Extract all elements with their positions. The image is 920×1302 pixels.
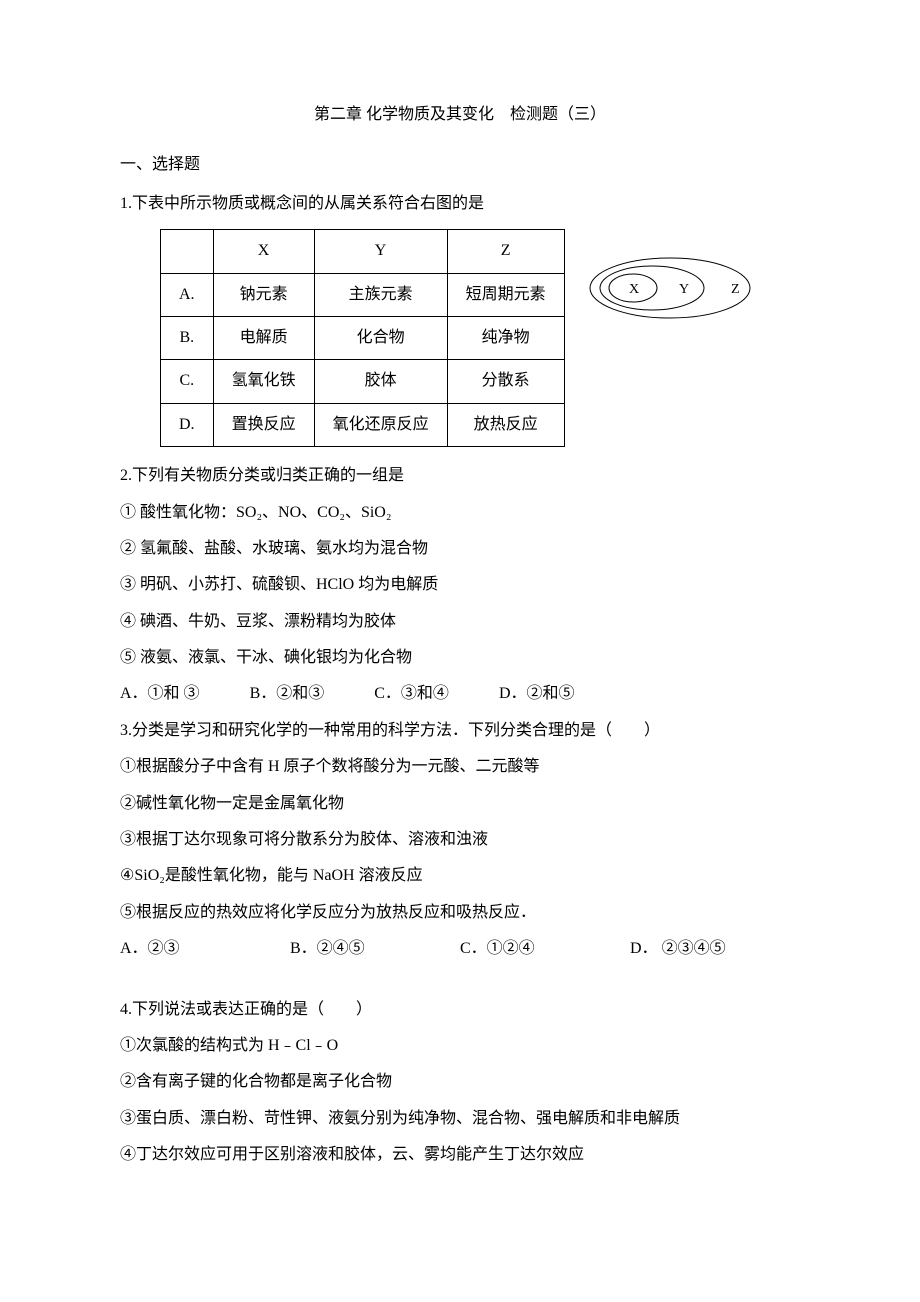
q3-options: A．②③ B．②④⑤ C．①②④ D． ②③④⑤ <box>120 934 800 964</box>
cell: D. <box>161 403 214 446</box>
q3-item: ①根据酸分子中含有 H 原子个数将酸分为一元酸、二元酸等 <box>120 752 800 782</box>
q2-item: ④ 碘酒、牛奶、豆浆、漂粉精均为胶体 <box>120 607 800 637</box>
cell: 电解质 <box>213 316 314 359</box>
q1-prompt: 1.下表中所示物质或概念间的从属关系符合右图的是 <box>120 189 800 219</box>
cell: 氢氧化铁 <box>213 360 314 403</box>
option-b: B．②和③ <box>250 679 325 709</box>
cell: 短周期元素 <box>447 273 564 316</box>
option-d: D．②和⑤ <box>499 679 575 709</box>
q3-item: ③根据丁达尔现象可将分散系分为胶体、溶液和浊液 <box>120 825 800 855</box>
table-row: A. 钠元素 主族元素 短周期元素 <box>161 273 565 316</box>
option-d: D． ②③④⑤ <box>630 934 800 964</box>
q2-item: ⑤ 液氨、液氯、干冰、碘化银均为化合物 <box>120 643 800 673</box>
cell: 胶体 <box>314 360 447 403</box>
th-blank <box>161 230 214 273</box>
cell: 置换反应 <box>213 403 314 446</box>
q3-item: ②碱性氧化物一定是金属氧化物 <box>120 789 800 819</box>
cell: 分散系 <box>447 360 564 403</box>
cell: 化合物 <box>314 316 447 359</box>
option-a: A．②③ <box>120 934 290 964</box>
q1-table: X Y Z A. 钠元素 主族元素 短周期元素 B. 电解质 化合物 纯净物 C… <box>160 229 565 447</box>
table-header-row: X Y Z <box>161 230 565 273</box>
option-b: B．②④⑤ <box>290 934 460 964</box>
q2-prompt: 2.下列有关物质分类或归类正确的一组是 <box>120 461 800 491</box>
q2-options: A．①和 ③ B．②和③ C．③和④ D．②和⑤ <box>120 679 800 709</box>
venn-label-x: X <box>629 282 639 297</box>
q2-item: ③ 明矾、小苏打、硫酸钡、HClO 均为电解质 <box>120 570 800 600</box>
q4-item: ①次氯酸的结构式为 H﹣Cl﹣O <box>120 1031 800 1061</box>
option-d-letter: D． <box>630 940 658 957</box>
spacer <box>120 971 800 989</box>
th-x: X <box>213 230 314 273</box>
q3-item: ⑤根据反应的热效应将化学反应分为放热反应和吸热反应． <box>120 898 800 928</box>
venn-diagram: X Y Z <box>585 253 755 323</box>
th-z: Z <box>447 230 564 273</box>
venn-label-z: Z <box>731 282 740 297</box>
q1-body: X Y Z A. 钠元素 主族元素 短周期元素 B. 电解质 化合物 纯净物 C… <box>160 229 800 447</box>
option-c: C．①②④ <box>460 934 630 964</box>
venn-label-y: Y <box>679 282 689 297</box>
cell: C. <box>161 360 214 403</box>
th-y: Y <box>314 230 447 273</box>
cell: B. <box>161 316 214 359</box>
q4-prompt: 4.下列说法或表达正确的是（ ） <box>120 995 800 1025</box>
q4-item: ③蛋白质、漂白粉、苛性钾、液氨分别为纯净物、混合物、强电解质和非电解质 <box>120 1104 800 1134</box>
cell: 钠元素 <box>213 273 314 316</box>
cell: A. <box>161 273 214 316</box>
cell: 放热反应 <box>447 403 564 446</box>
table-row: B. 电解质 化合物 纯净物 <box>161 316 565 359</box>
q4-item: ②含有离子键的化合物都是离子化合物 <box>120 1067 800 1097</box>
cell: 纯净物 <box>447 316 564 359</box>
q2-item: ① 酸性氧化物：SO₂、NO、CO₂、SiO₂ <box>120 498 800 528</box>
q3-prompt: 3.分类是学习和研究化学的一种常用的科学方法．下列分类合理的是（ ） <box>120 716 800 746</box>
section-heading: 一、选择题 <box>120 150 800 180</box>
option-c: C．③和④ <box>374 679 449 709</box>
q4-item: ④丁达尔效应可用于区别溶液和胶体，云、雾均能产生丁达尔效应 <box>120 1140 800 1170</box>
cell: 氧化还原反应 <box>314 403 447 446</box>
q2-item: ② 氢氟酸、盐酸、水玻璃、氨水均为混合物 <box>120 534 800 564</box>
option-d-text: ②③④⑤ <box>662 940 726 957</box>
q3-item: ④SiO₂是酸性氧化物，能与 NaOH 溶液反应 <box>120 861 800 891</box>
page-title: 第二章 化学物质及其变化 检测题（三） <box>120 100 800 130</box>
cell: 主族元素 <box>314 273 447 316</box>
table-row: C. 氢氧化铁 胶体 分散系 <box>161 360 565 403</box>
table-row: D. 置换反应 氧化还原反应 放热反应 <box>161 403 565 446</box>
option-a: A．①和 ③ <box>120 679 200 709</box>
